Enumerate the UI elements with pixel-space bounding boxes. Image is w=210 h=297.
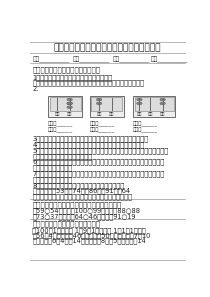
Text: 写作：______: 写作：______ — [48, 122, 73, 127]
Text: 6．一个数从右边起第一位是（　　　　），第二位是（　　　　），第三: 6．一个数从右边起第一位是（ ），第二位是（ ），第三 — [33, 159, 165, 165]
Bar — [90, 96, 124, 117]
Ellipse shape — [96, 98, 102, 101]
Text: 班级__________: 班级__________ — [73, 57, 110, 64]
Text: 条边，（　　　　）条边相等。: 条边，（ ）条边相等。 — [33, 153, 92, 160]
Bar — [133, 96, 175, 117]
Ellipse shape — [67, 98, 72, 101]
Text: 十位: 十位 — [148, 112, 153, 116]
Text: 3．一个数，个位上是６，十位上是９，这个数是（　　　　）。: 3．一个数，个位上是６，十位上是９，这个数是（ ）。 — [33, 136, 149, 142]
Text: 8．下面从小到大排列，（　　　　）排在第三位。: 8．下面从小到大排列，（ ）排在第三位。 — [33, 182, 125, 189]
Text: 4．１８个十是（　　　　），７０里面有（　　　　）个十。: 4．１８个十是（ ），７０里面有（ ）个十。 — [33, 141, 145, 148]
Ellipse shape — [160, 98, 165, 101]
Text: 1．８个一和８个十合起来是（　　　　）。: 1．８个一和８个十合起来是（ ）。 — [33, 74, 113, 81]
Text: 十位: 十位 — [109, 112, 114, 116]
Ellipse shape — [160, 102, 165, 105]
Text: 56＋4＝　　　　46＋（　）＝50　　（　）＋7＝10: 56＋4＝ 46＋（ ）＝50 （ ）＋7＝10 — [33, 232, 151, 239]
Bar — [135, 97, 173, 111]
Text: 一个两位数，个位是４，十位是４，这个数是（　　　　）。: 一个两位数，个位是４，十位是４，这个数是（ ）。 — [33, 80, 144, 86]
Text: 百位: 百位 — [96, 112, 102, 116]
Text: （　　）＜（　　）＜（　　）＜（　　）＜（　　）: （ ）＜（ ）＜（ ）＜（ ）＜（ ） — [33, 193, 133, 200]
Ellipse shape — [137, 102, 142, 105]
Text: 73○37　　　　64○46　　　　91○19: 73○37 64○46 91○19 — [33, 213, 136, 220]
Text: 个位: 个位 — [160, 112, 165, 116]
Text: （　）－6＝4　　14－（　）＝8　　5＋（　）＝14: （ ）－6＝4 14－（ ）＝8 5＋（ ）＝14 — [33, 238, 146, 244]
Text: 三、计算。（每题１分，共２４分）: 三、计算。（每题１分，共２４分） — [33, 221, 100, 228]
Text: 百位: 百位 — [137, 112, 142, 116]
Text: 读作：______: 读作：______ — [48, 128, 73, 133]
Text: 二０一五春季学期乐恩镇一年级期中检测试卷: 二０一五春季学期乐恩镇一年级期中检测试卷 — [54, 43, 161, 53]
Ellipse shape — [137, 98, 142, 101]
Text: 学校__________: 学校__________ — [33, 57, 70, 64]
Bar — [48, 96, 82, 117]
Text: 差是（　　　　）。: 差是（ ）。 — [33, 176, 72, 183]
Text: 读作：______: 读作：______ — [133, 128, 158, 133]
Text: 姓名__________: 姓名__________ — [113, 57, 150, 64]
Ellipse shape — [96, 102, 102, 105]
Ellipse shape — [67, 102, 72, 105]
Text: 百位: 百位 — [55, 112, 60, 116]
Text: 十位: 十位 — [67, 112, 72, 116]
Bar — [50, 97, 80, 111]
Text: 59○54　　　　100○99　　　　88○88: 59○54 100○99 88○88 — [33, 208, 140, 214]
Text: 读作：______: 读作：______ — [90, 122, 115, 127]
Text: 7．最大的一位数是（　　　　），最小的两位数是（　　　　），它们的: 7．最大的一位数是（ ），最小的两位数是（ ），它们的 — [33, 170, 165, 177]
Bar — [91, 97, 122, 111]
Text: 得分__________: 得分__________ — [150, 57, 188, 64]
Text: 2.: 2. — [33, 86, 39, 92]
Text: 二、用＜、＞或＝填空。（每空１分，共６分）: 二、用＜、＞或＝填空。（每空１分，共６分） — [33, 202, 122, 208]
Ellipse shape — [67, 106, 72, 109]
Text: 100＋1＝　　　 1＋9＋1＝　　　 1＋1＋1＝: 100＋1＝ 1＋9＋1＝ 1＋1＋1＝ — [33, 227, 146, 234]
Ellipse shape — [67, 102, 72, 105]
Text: 位是（　　　　）。: 位是（ ）。 — [33, 165, 72, 171]
Text: 读作：______: 读作：______ — [90, 128, 115, 133]
Text: 一、填空。（每空１分，共３１分）: 一、填空。（每空１分，共３１分） — [33, 67, 100, 73]
Text: 写作：______: 写作：______ — [133, 122, 158, 127]
Text: 53　　74　　86　　91　　64: 53 74 86 91 64 — [33, 188, 131, 194]
Text: 5．长方形有（　　　　）条边，（　　　　）相等，正方形有（　　　　）: 5．长方形有（ ）条边，（ ）相等，正方形有（ ） — [33, 147, 169, 154]
